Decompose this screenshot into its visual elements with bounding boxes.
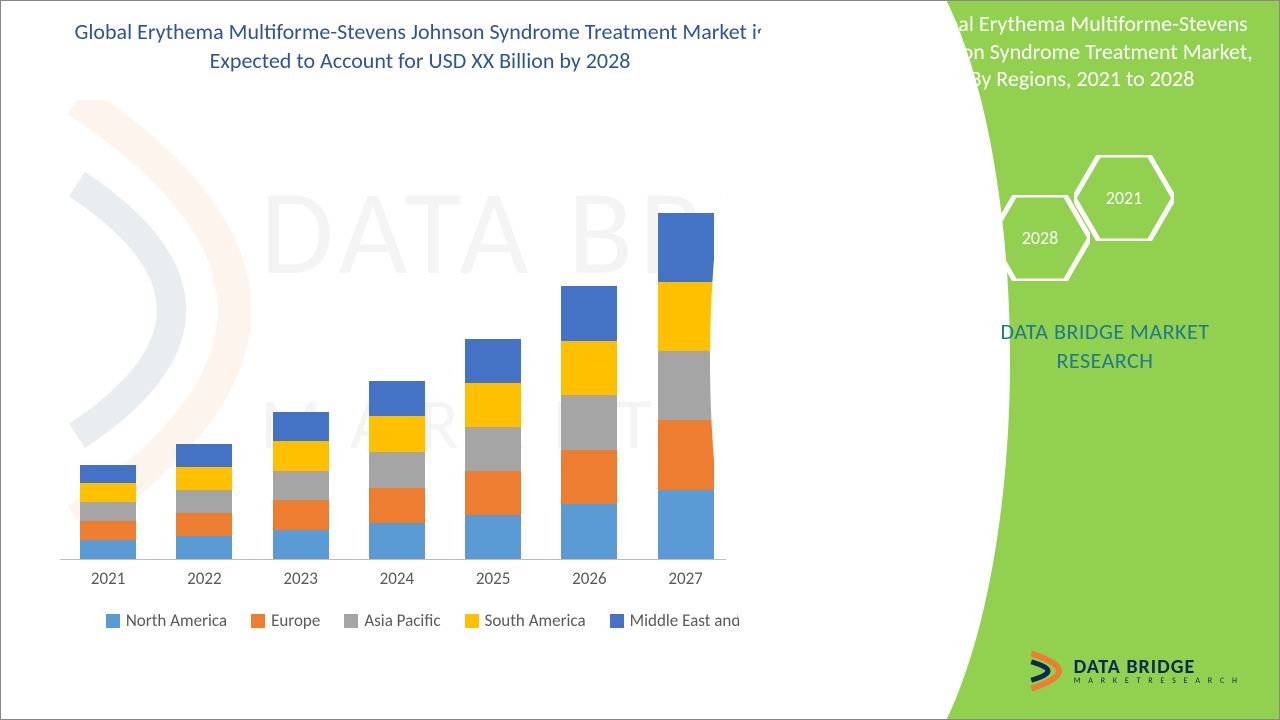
legend-label: South America <box>485 610 586 631</box>
hexagon-callouts: 2028 2021 <box>990 155 1210 305</box>
bar-2023 <box>273 412 329 559</box>
bar-2027 <box>658 213 714 559</box>
segment-europe <box>369 488 425 524</box>
logo-text-2: M A R K E T R E S E A R C H <box>1074 677 1240 685</box>
segment-south-america <box>273 441 329 470</box>
segment-middle-east-and-africa <box>369 381 425 417</box>
segment-europe <box>273 500 329 529</box>
x-label: 2027 <box>658 568 714 589</box>
segment-europe <box>658 420 714 489</box>
right-panel: Global Erythema Multiforme-Stevens Johns… <box>860 0 1280 720</box>
segment-north-america <box>658 490 714 559</box>
legend-swatch <box>344 614 358 628</box>
segment-north-america <box>561 504 617 559</box>
segment-europe <box>80 521 136 540</box>
segment-south-america <box>80 483 136 502</box>
legend-swatch <box>465 614 479 628</box>
segment-north-america <box>465 515 521 559</box>
segment-north-america <box>369 523 425 559</box>
legend-swatch <box>610 614 624 628</box>
legend-label: Europe <box>271 610 320 631</box>
segment-middle-east-and-africa <box>561 286 617 341</box>
segment-middle-east-and-africa <box>273 412 329 441</box>
legend-label: North America <box>126 610 227 631</box>
x-axis-labels: 20212022202320242025202620272028 <box>60 568 830 589</box>
segment-europe <box>561 450 617 505</box>
hex-2021: 2021 <box>1074 155 1174 241</box>
segment-north-america <box>80 540 136 559</box>
segment-middle-east-and-africa <box>465 339 521 383</box>
segment-europe <box>465 471 521 515</box>
segment-north-america <box>176 536 232 559</box>
bar-2025 <box>465 339 521 559</box>
segment-asia-pacific <box>658 351 714 420</box>
hex-label-2021: 2021 <box>1074 187 1174 209</box>
chart-title: Global Erythema Multiforme-Stevens Johns… <box>60 18 780 75</box>
segment-asia-pacific <box>465 427 521 471</box>
segment-south-america <box>561 341 617 396</box>
segment-south-america <box>176 467 232 490</box>
segment-middle-east-and-africa <box>176 444 232 467</box>
right-panel-brand: DATA BRIDGE MARKET RESEARCH <box>950 318 1260 375</box>
legend-item-north-america: North America <box>106 610 227 631</box>
bar-2022 <box>176 444 232 559</box>
legend-label: Asia Pacific <box>364 610 440 631</box>
logo-mark-icon <box>1022 650 1064 692</box>
segment-asia-pacific <box>80 502 136 521</box>
x-label: 2022 <box>176 568 232 589</box>
legend-swatch <box>251 614 265 628</box>
bar-2024 <box>369 381 425 559</box>
segment-south-america <box>465 383 521 427</box>
legend-swatch <box>106 614 120 628</box>
bar-2021 <box>80 465 136 559</box>
segment-south-america <box>369 416 425 452</box>
bar-2026 <box>561 286 617 559</box>
legend: North America Europe Asia Pacific South Ame… <box>60 610 830 631</box>
x-label: 2025 <box>465 568 521 589</box>
x-label: 2021 <box>80 568 136 589</box>
legend-item-asia-pacific: Asia Pacific <box>344 610 440 631</box>
segment-north-america <box>273 530 329 559</box>
segment-europe <box>176 513 232 536</box>
segment-asia-pacific <box>369 452 425 488</box>
segment-south-america <box>658 282 714 351</box>
segment-asia-pacific <box>273 471 329 500</box>
segment-asia-pacific <box>561 395 617 450</box>
segment-middle-east-and-africa <box>80 465 136 484</box>
legend-item-europe: Europe <box>251 610 320 631</box>
legend-item-south-america: South America <box>465 610 586 631</box>
x-label: 2024 <box>369 568 425 589</box>
segment-asia-pacific <box>176 490 232 513</box>
segment-middle-east-and-africa <box>658 213 714 282</box>
logo-text-1: DATA BRIDGE <box>1074 657 1240 677</box>
data-bridge-logo: DATA BRIDGE M A R K E T R E S E A R C H <box>1022 650 1240 692</box>
right-panel-title: Global Erythema Multiforme-Stevens Johns… <box>900 10 1264 93</box>
page-root: DATA BRIDGE M A R K E T R E S E A R C H … <box>0 0 1280 720</box>
x-label: 2026 <box>561 568 617 589</box>
x-label: 2023 <box>273 568 329 589</box>
